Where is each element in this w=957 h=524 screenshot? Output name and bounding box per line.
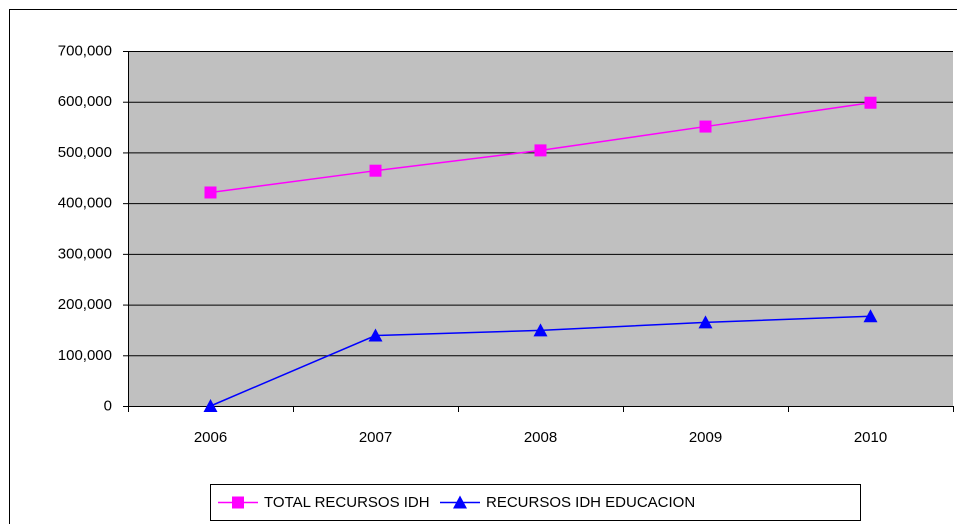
data-point	[534, 144, 547, 157]
y-tick-label: 0	[104, 397, 112, 414]
y-tick-label: 200,000	[58, 296, 112, 313]
x-tick-label: 2009	[689, 429, 722, 446]
x-tick-label: 2010	[854, 429, 887, 446]
data-point	[204, 186, 217, 199]
x-tick-label: 2008	[524, 429, 557, 446]
data-point	[368, 328, 383, 342]
y-tick-label: 500,000	[58, 144, 112, 161]
data-point	[369, 164, 382, 177]
legend-marker	[453, 495, 467, 509]
legend-label: RECURSOS IDH EDUCACION	[486, 494, 695, 511]
data-point	[864, 96, 877, 109]
y-tick-label: 600,000	[58, 93, 112, 110]
y-tick-label: 100,000	[58, 347, 112, 364]
y-tick-label: 400,000	[58, 195, 112, 212]
plot-background	[128, 51, 953, 406]
legend-box	[210, 484, 861, 521]
data-point	[863, 309, 878, 323]
legend-marker	[232, 496, 244, 509]
y-tick-label: 700,000	[58, 42, 112, 59]
x-tick-label: 2007	[359, 429, 392, 446]
data-point	[533, 323, 548, 337]
y-tick-label: 300,000	[58, 245, 112, 262]
data-point	[698, 315, 713, 329]
legend-label: TOTAL RECURSOS IDH	[264, 494, 430, 511]
data-point	[699, 120, 712, 133]
data-point	[203, 399, 218, 412]
x-tick-label: 2006	[194, 429, 227, 446]
